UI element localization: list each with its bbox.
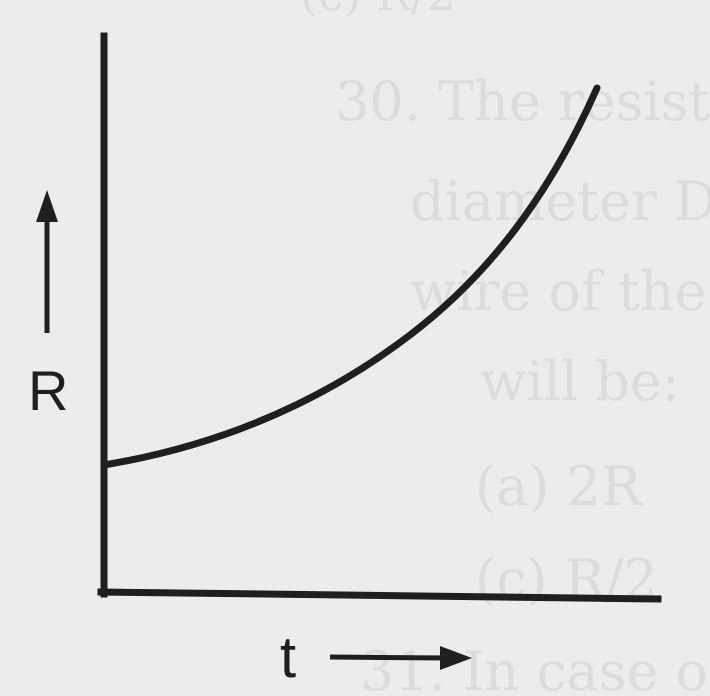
show-through-line-5: will be: [480,350,680,413]
x-axis-label: t [280,625,296,690]
show-through-line-3: diameter D and [410,170,710,233]
show-through-line-2: 30. The resistance of [335,70,710,133]
show-through-text: (c) R/2 30. The resistance of diameter D… [300,0,710,696]
t-arrow-head [440,646,472,670]
show-through-line-1: (c) R/2 [300,0,456,21]
resistance-curve [100,84,601,469]
t-arrow-shaft [329,654,447,661]
show-through-line-8: 31. In case of four [360,640,710,696]
x-axis [97,588,662,603]
show-through-line-6: (a) 2R [475,455,643,518]
r-arrow-head [36,190,58,222]
show-through-line-4: wire of the same [410,260,710,323]
y-axis-label: R [28,359,68,422]
